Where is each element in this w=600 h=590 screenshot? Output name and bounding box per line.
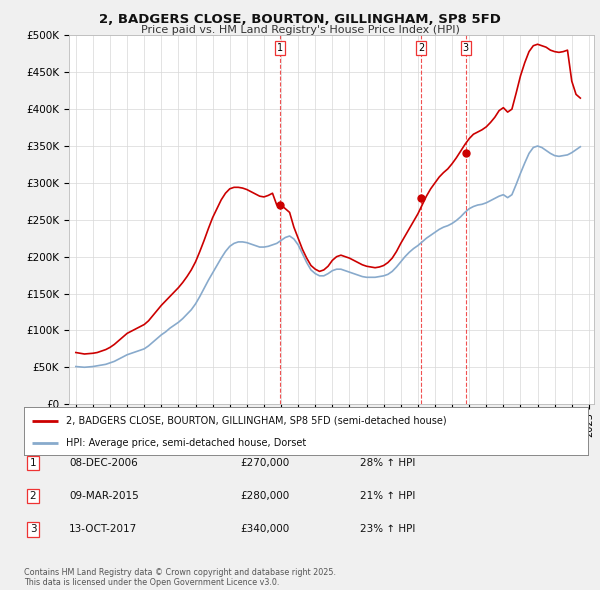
Text: 28% ↑ HPI: 28% ↑ HPI [360, 458, 415, 468]
Text: 1: 1 [29, 458, 37, 468]
Text: £340,000: £340,000 [240, 525, 289, 534]
Text: 13-OCT-2017: 13-OCT-2017 [69, 525, 137, 534]
Text: 2: 2 [418, 43, 424, 53]
Text: Price paid vs. HM Land Registry's House Price Index (HPI): Price paid vs. HM Land Registry's House … [140, 25, 460, 35]
Text: Contains HM Land Registry data © Crown copyright and database right 2025.
This d: Contains HM Land Registry data © Crown c… [24, 568, 336, 587]
Text: £270,000: £270,000 [240, 458, 289, 468]
Text: 1: 1 [277, 43, 283, 53]
Text: 2, BADGERS CLOSE, BOURTON, GILLINGHAM, SP8 5FD (semi-detached house): 2, BADGERS CLOSE, BOURTON, GILLINGHAM, S… [66, 415, 447, 425]
Text: £280,000: £280,000 [240, 491, 289, 501]
Text: 2, BADGERS CLOSE, BOURTON, GILLINGHAM, SP8 5FD: 2, BADGERS CLOSE, BOURTON, GILLINGHAM, S… [99, 13, 501, 26]
Text: 23% ↑ HPI: 23% ↑ HPI [360, 525, 415, 534]
Text: 3: 3 [463, 43, 469, 53]
Text: 21% ↑ HPI: 21% ↑ HPI [360, 491, 415, 501]
Text: 2: 2 [29, 491, 37, 501]
Text: 09-MAR-2015: 09-MAR-2015 [69, 491, 139, 501]
Text: 08-DEC-2006: 08-DEC-2006 [69, 458, 138, 468]
Text: HPI: Average price, semi-detached house, Dorset: HPI: Average price, semi-detached house,… [66, 438, 307, 448]
Text: 3: 3 [29, 525, 37, 534]
